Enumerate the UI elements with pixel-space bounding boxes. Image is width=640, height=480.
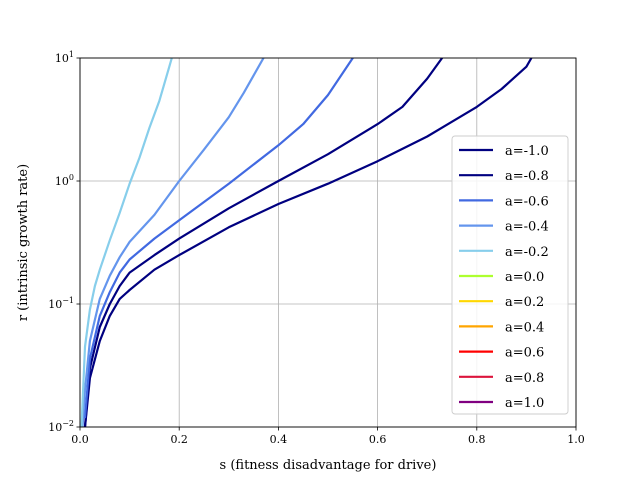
legend-label: a=0.8 (505, 371, 544, 386)
legend-label: a=-1.0 (505, 144, 549, 159)
y-tick-label: 101 (55, 50, 74, 65)
plot-frame (79, 57, 577, 428)
series-line (81, 58, 265, 427)
y-tick-exponent: 1 (69, 50, 74, 59)
x-tick-label: 0.6 (369, 433, 387, 446)
x-tick-label: 0.2 (170, 433, 188, 446)
legend-label: a=1.0 (505, 396, 544, 411)
x-tick-label: 0.4 (270, 433, 288, 446)
series-line (83, 58, 354, 419)
legend-label: a=-0.4 (505, 220, 549, 235)
x-tick-label: 0.8 (468, 433, 486, 446)
legend-label: a=0.6 (505, 346, 544, 361)
y-tick-base: 10 (48, 298, 62, 311)
series-line (83, 58, 533, 427)
x-tick-label: 1.0 (567, 433, 585, 446)
series-layer (80, 58, 533, 427)
series-line (80, 58, 173, 427)
series-line (83, 58, 444, 427)
y-axis-label: r (intrinsic growth rate) (16, 164, 31, 321)
x-axis-ticks: 0.0 0.2 0.4 0.6 0.8 1.0 (71, 427, 585, 446)
y-tick-exponent: −2 (62, 419, 74, 428)
legend-label: a=-0.6 (505, 194, 549, 209)
legend-label: a=-0.8 (505, 169, 549, 184)
legend-label: a=0.4 (505, 320, 544, 335)
y-tick-label: 10−1 (48, 296, 74, 311)
y-tick-base: 10 (55, 175, 69, 188)
legend-label: a=0.0 (505, 270, 544, 285)
legend-label: a=-0.2 (505, 245, 549, 260)
y-tick-base: 10 (55, 52, 69, 65)
x-tick-label: 0.0 (71, 433, 89, 446)
legend-box (451, 135, 569, 415)
legend: a=-1.0 a=-0.8 a=-0.6 a=-0.4 a=-0.2 a=0.0 a=0.2… (451, 135, 569, 415)
y-tick-exponent: 0 (69, 173, 74, 182)
y-tick-exponent: −1 (62, 296, 74, 305)
legend-label: a=0.2 (505, 295, 544, 310)
y-tick-base: 10 (48, 421, 62, 434)
y-tick-label: 10−2 (48, 419, 74, 434)
x-axis-label: s (fitness disadvantage for drive) (220, 458, 437, 473)
y-tick-label: 100 (55, 173, 74, 188)
